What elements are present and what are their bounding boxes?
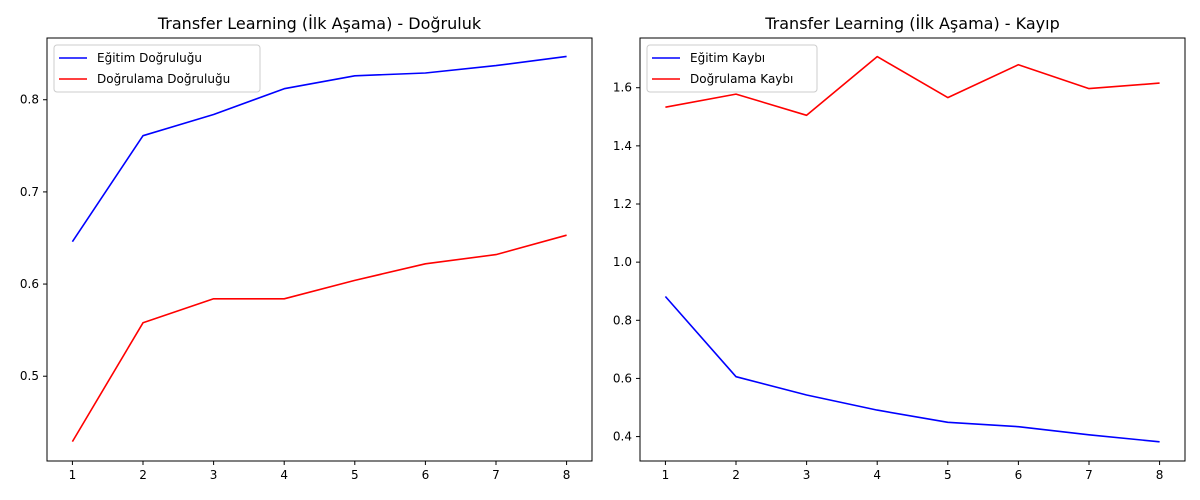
x-tick-label: 2 <box>139 468 147 482</box>
y-tick-label: 0.8 <box>613 313 632 327</box>
x-tick-label: 4 <box>873 468 881 482</box>
y-tick-label: 0.5 <box>20 369 39 383</box>
x-tick-label: 4 <box>280 468 288 482</box>
x-tick-label: 1 <box>69 468 77 482</box>
x-tick-label: 6 <box>1015 468 1023 482</box>
legend-entry: Eğitim Doğruluğu <box>97 51 202 65</box>
accuracy-chart: Transfer Learning (İlk Aşama) - Doğruluk… <box>20 14 593 482</box>
y-tick-label: 0.7 <box>20 185 39 199</box>
x-tick-label: 1 <box>662 468 670 482</box>
y-tick-label: 1.6 <box>613 81 632 95</box>
y-tick-label: 0.8 <box>20 93 39 107</box>
y-tick-label: 0.6 <box>613 371 632 385</box>
loss-chart: Transfer Learning (İlk Aşama) - Kayıp 1 2 3… <box>613 14 1186 482</box>
x-tick-label: 8 <box>563 468 571 482</box>
x-tick-label: 7 <box>1085 468 1093 482</box>
legend-entry: Doğrulama Doğruluğu <box>97 72 230 86</box>
x-tick-label: 2 <box>732 468 740 482</box>
y-tick-label: 1.0 <box>613 255 632 269</box>
training-loss-line <box>664 295 1160 443</box>
x-tick-label: 8 <box>1156 468 1164 482</box>
validation-loss-line <box>665 55 1160 117</box>
legend-box <box>53 44 261 93</box>
axes-frame <box>46 37 593 462</box>
x-tick-label: 7 <box>492 468 500 482</box>
chart-title: Transfer Learning (İlk Aşama) - Kayıp <box>764 14 1059 33</box>
y-tick-label: 0.6 <box>20 277 39 291</box>
legend-entry: Eğitim Kaybı <box>690 51 765 65</box>
legend-box <box>646 44 818 93</box>
y-tick-label: 0.4 <box>613 430 632 444</box>
x-tick-label: 3 <box>210 468 218 482</box>
y-tick-label: 1.2 <box>613 197 632 211</box>
x-tick-label: 3 <box>803 468 811 482</box>
chart-title: Transfer Learning (İlk Aşama) - Doğruluk <box>157 14 482 33</box>
axes-frame <box>639 37 1186 462</box>
x-tick-label: 6 <box>422 468 430 482</box>
legend: Eğitim Kaybı Doğrulama Kaybı <box>646 44 818 93</box>
training-accuracy-line <box>71 55 567 243</box>
legend: Eğitim Doğruluğu Doğrulama Doğruluğu <box>53 44 261 93</box>
y-tick-label: 1.4 <box>613 139 632 153</box>
x-tick-label: 5 <box>351 468 359 482</box>
x-tick-label: 5 <box>944 468 952 482</box>
validation-accuracy-line <box>71 234 567 443</box>
legend-entry: Doğrulama Kaybı <box>690 72 793 86</box>
